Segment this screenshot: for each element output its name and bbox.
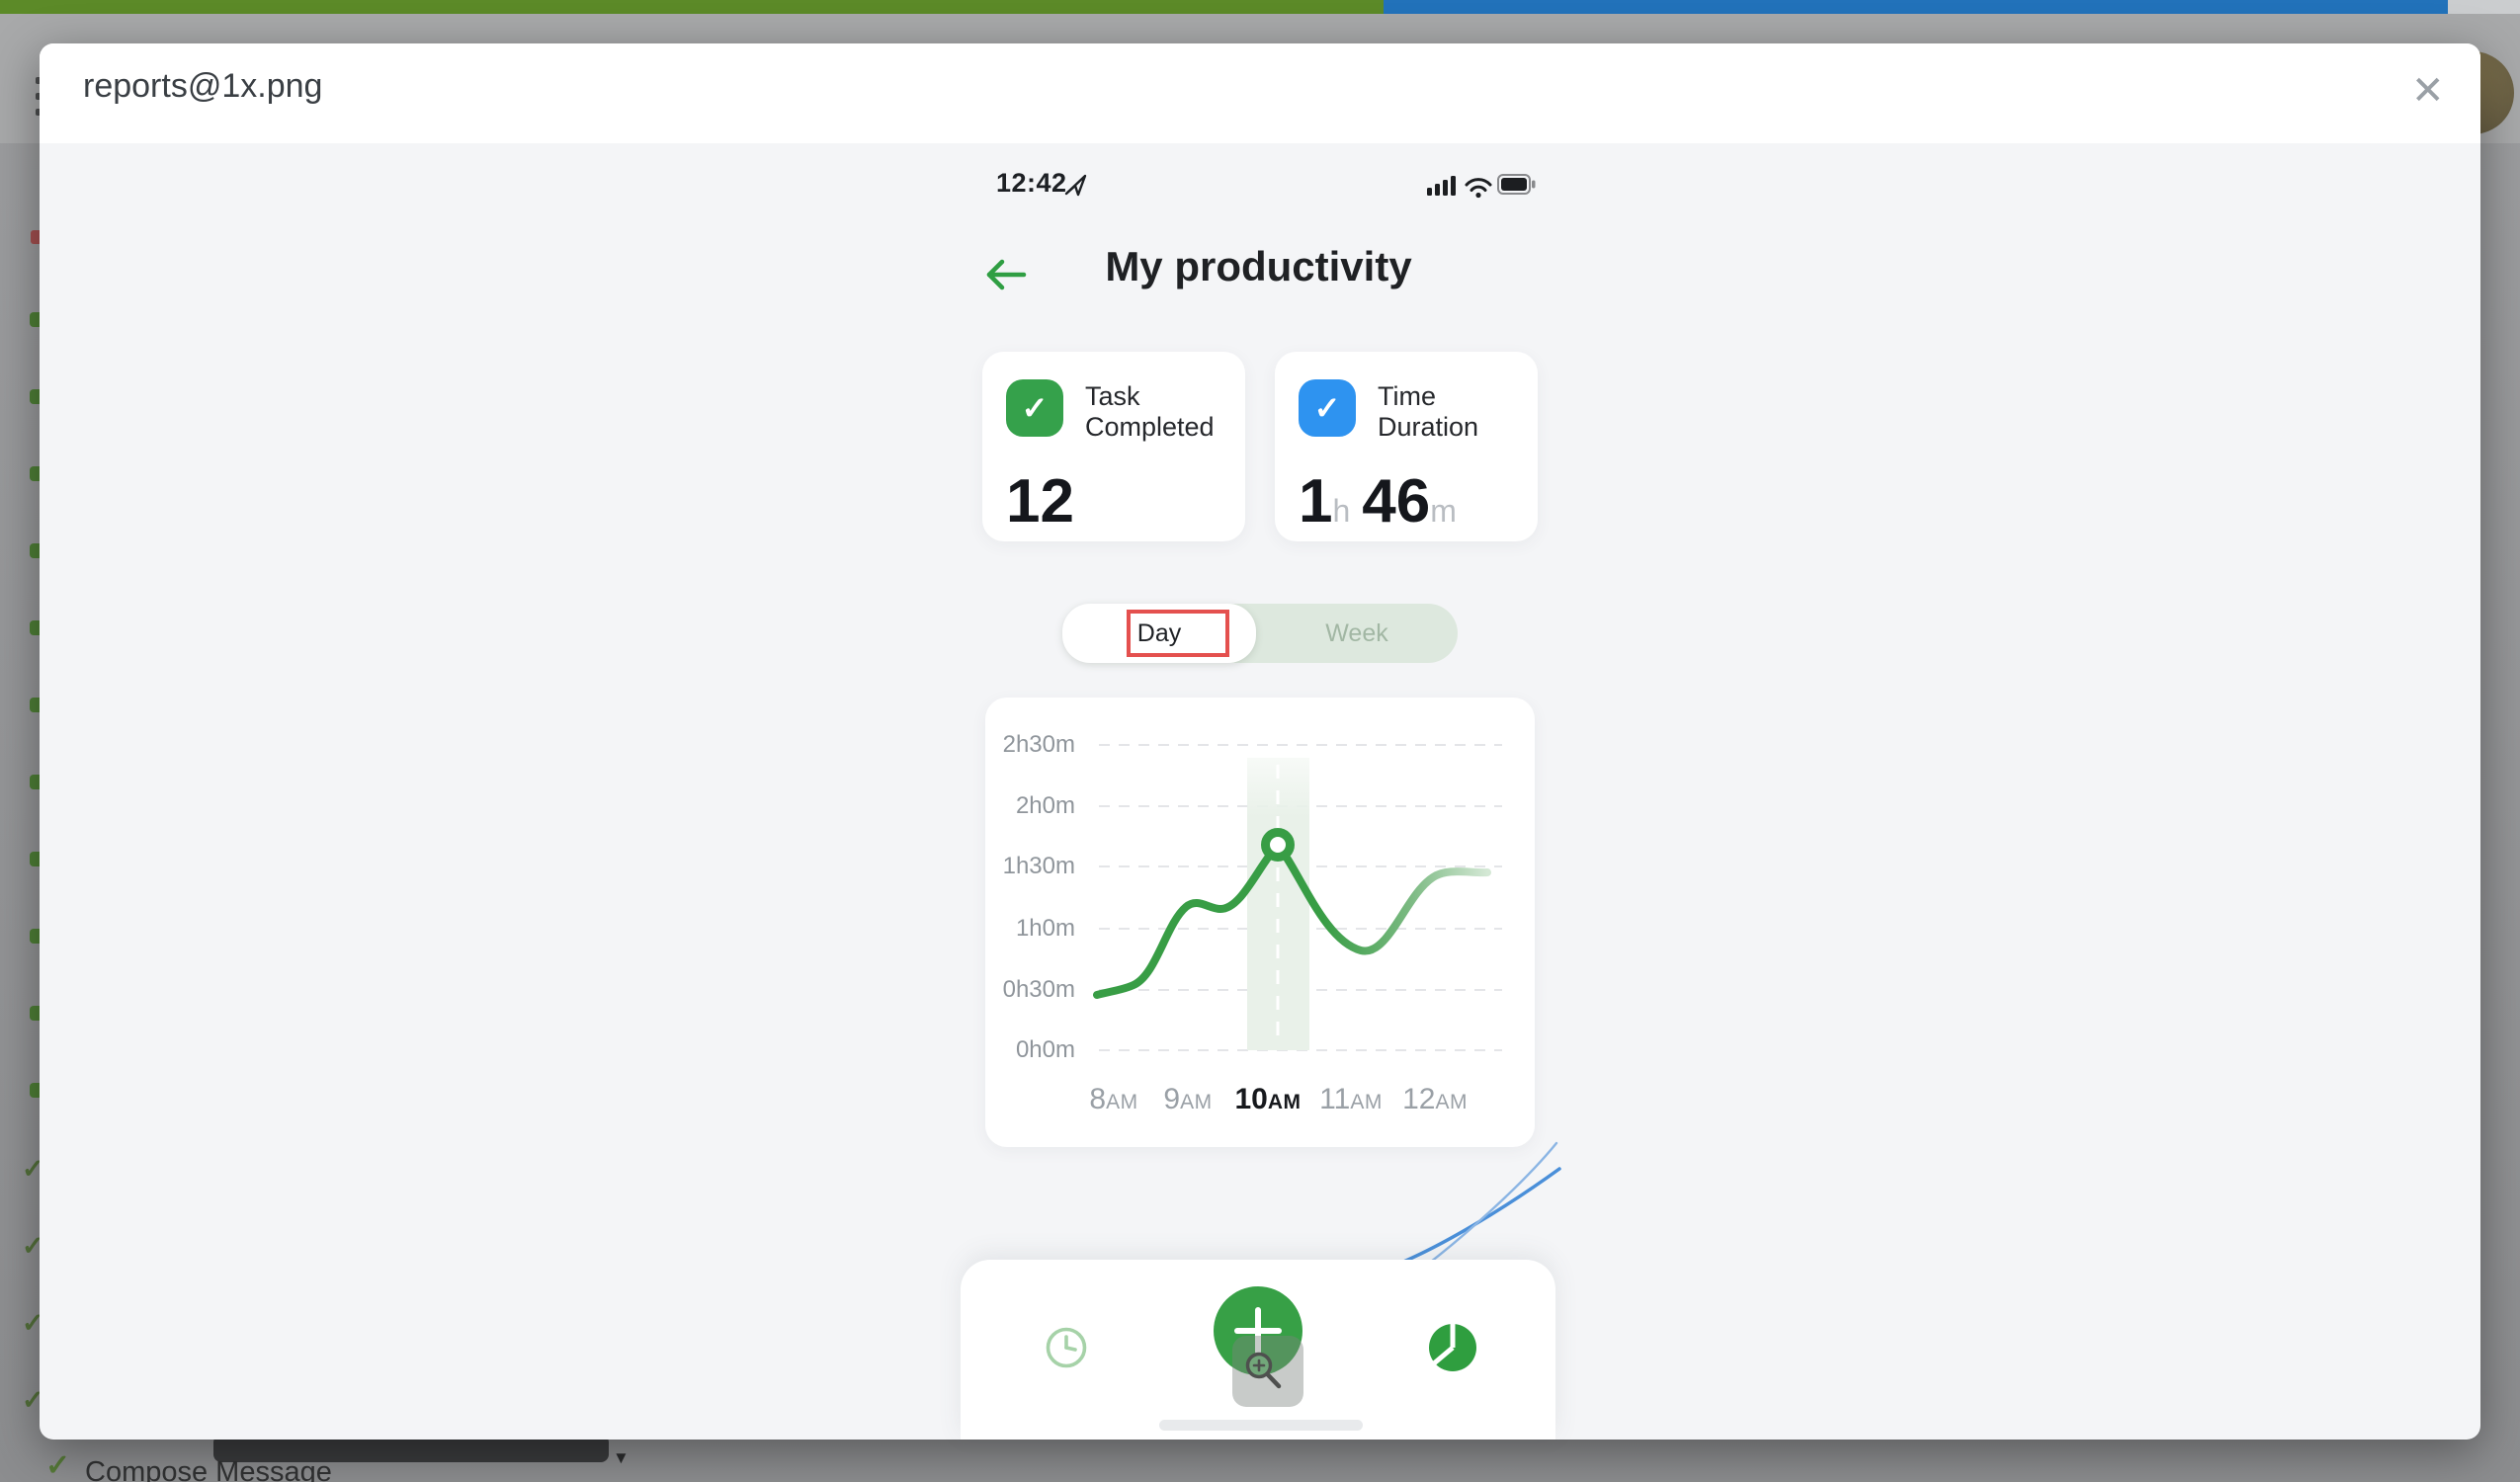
line-chart xyxy=(1093,744,1502,1051)
check-icon: ✓ xyxy=(22,1154,44,1184)
data-point-marker xyxy=(1261,828,1295,862)
home-indicator xyxy=(1159,1420,1363,1431)
y-axis-tick: 2h0m xyxy=(1015,792,1075,819)
y-axis-tick: 1h30m xyxy=(1002,853,1075,879)
status-bar-icons xyxy=(1427,174,1536,199)
signal-icon xyxy=(1427,176,1456,196)
status-bar-time: 12:42 xyxy=(996,168,1067,198)
x-axis-tick[interactable]: 12AM xyxy=(1402,1083,1468,1115)
wifi-dot xyxy=(1475,192,1481,199)
x-axis-tick-active[interactable]: 10AM xyxy=(1234,1083,1302,1115)
minutes-unit: m xyxy=(1430,493,1457,529)
add-button[interactable] xyxy=(1214,1286,1302,1375)
plus-icon xyxy=(1234,1307,1282,1355)
back-arrow-icon[interactable] xyxy=(984,255,1028,294)
y-axis-tick: 1h0m xyxy=(1015,915,1075,942)
hours-unit: h xyxy=(1332,493,1351,529)
y-axis-tick: 0h0m xyxy=(1015,1036,1075,1063)
modal-title: reports@1x.png xyxy=(83,67,323,105)
x-axis-tick[interactable]: 8AM xyxy=(1089,1083,1138,1115)
battery-icon xyxy=(1497,174,1536,195)
y-axis-tick: 2h30m xyxy=(1002,731,1075,758)
stat-value-duration: 1 h 46 m xyxy=(1299,467,1457,535)
progress-bar-rest xyxy=(2448,0,2520,14)
pie-chart-icon[interactable] xyxy=(1427,1322,1478,1373)
check-icon: ✓ xyxy=(22,1385,44,1415)
modal-header xyxy=(40,43,2480,143)
y-axis-tick: 0h30m xyxy=(1002,976,1075,1003)
compose-message-item[interactable]: Compose Message xyxy=(85,1456,332,1482)
x-axis-tick[interactable]: 9AM xyxy=(1163,1083,1213,1115)
stat-label: Time Duration xyxy=(1378,381,1479,442)
check-icon: ✓ xyxy=(1006,379,1063,437)
tab-week[interactable]: Week xyxy=(1325,618,1388,647)
clock-icon[interactable] xyxy=(1045,1326,1088,1369)
check-icon: ✓ xyxy=(1299,379,1356,437)
blue-scribble-annotation xyxy=(1399,1141,1561,1265)
location-arrow-icon xyxy=(1064,174,1087,197)
stat-label: Task Completed xyxy=(1085,381,1215,442)
red-annotation-rect xyxy=(1127,610,1229,657)
page-title: My productivity xyxy=(1105,243,1412,289)
check-icon: ✓ xyxy=(22,1231,44,1261)
zoom-in-icon xyxy=(1245,1352,1282,1389)
series-line xyxy=(1093,838,1491,999)
check-icon: ✓ xyxy=(22,1308,44,1338)
wifi-icon xyxy=(1465,178,1492,192)
x-axis-tick[interactable]: 11AM xyxy=(1319,1083,1383,1115)
progress-bar-blue xyxy=(1384,0,2448,14)
check-icon: ✓ xyxy=(45,1449,71,1482)
stat-value-tasks: 12 xyxy=(1006,467,1074,535)
progress-bar-green xyxy=(0,0,1384,14)
close-icon[interactable]: ✕ xyxy=(2411,69,2445,113)
caret-down-icon[interactable]: ▼ xyxy=(613,1448,630,1467)
minutes-value: 46 xyxy=(1362,467,1431,535)
menu-icon xyxy=(36,109,42,116)
menu-icon xyxy=(36,77,42,84)
hours-value: 1 xyxy=(1299,467,1333,535)
menu-icon xyxy=(36,93,42,100)
